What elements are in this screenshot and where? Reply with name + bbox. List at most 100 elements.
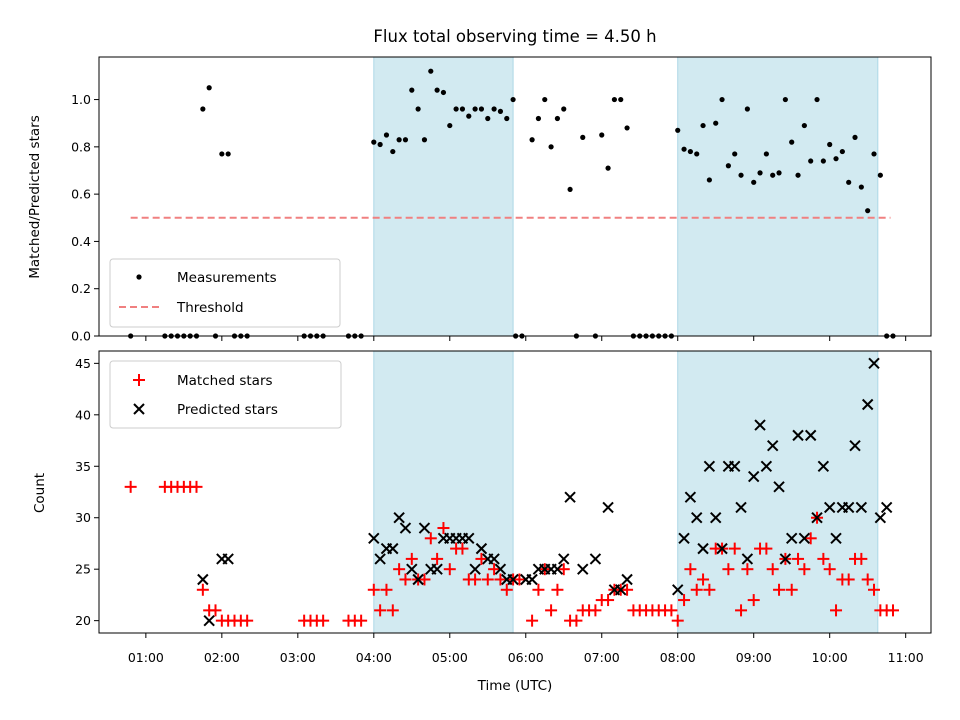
matched-star-point (868, 583, 881, 596)
matched-star-point (823, 563, 836, 576)
matched-star-point (367, 583, 380, 596)
bottom-shaded-spans (373, 350, 879, 634)
measurement-point (459, 106, 466, 112)
matched-star-point (475, 552, 488, 565)
measurement-point (491, 106, 497, 112)
predicted-star-point (577, 563, 589, 575)
measurement-point (865, 208, 871, 214)
matched-star-point (760, 542, 773, 555)
measurement-point (225, 151, 231, 157)
measurement-point (561, 106, 567, 112)
matched-star-point (798, 563, 811, 576)
matched-star-point (241, 614, 254, 627)
x-tick-label: 10:00 (812, 650, 848, 665)
measurement-point (700, 122, 706, 129)
matched-star-point (741, 563, 754, 576)
matched-star-point (861, 573, 874, 586)
predicted-star-point (621, 573, 633, 586)
legend-threshold-label: Threshold (176, 300, 244, 316)
matched-star-point (355, 614, 368, 627)
matched-star-point (443, 563, 456, 576)
matched-star-point (728, 542, 741, 555)
shaded-span (373, 350, 514, 634)
measurement-point (396, 137, 402, 143)
measurement-point (795, 172, 801, 178)
x-tick-label: 09:00 (736, 650, 772, 665)
matched-star-point (792, 552, 805, 565)
bottom-x-ticks: 01:00 02:00 03:00 04:00 05:00 06:00 07:00 08:00… (128, 633, 924, 665)
predicted-star-point (741, 553, 754, 565)
predicted-star-point (830, 532, 842, 545)
measurement-point (681, 146, 687, 152)
predicted-star-point (589, 553, 602, 565)
legend-matched-label: Matched stars (177, 373, 273, 389)
x-tick-label: 03:00 (280, 650, 316, 665)
measurement-point (497, 108, 504, 114)
top-legend: Measurements Threshold (109, 258, 341, 328)
matched-star-point (804, 532, 817, 545)
predicted-star-point (691, 512, 703, 524)
bottom-legend: Matched stars Predicted stars (109, 360, 342, 429)
predicted-star-point (855, 501, 868, 514)
matched-star-point (424, 532, 437, 545)
shaded-span (677, 350, 879, 634)
predicted-star-point (684, 491, 697, 503)
predicted-star-point (615, 584, 627, 596)
matched-star-point (393, 563, 406, 576)
measurement-point (719, 96, 725, 103)
y-tick-label: 30 (75, 510, 91, 525)
predicted-star-point (817, 460, 830, 472)
x-tick-label: 05:00 (432, 650, 468, 665)
predicted-star-point (880, 501, 893, 514)
predicted-star-point (222, 553, 234, 565)
top-y-axis-label: Matched/Predicted stars (27, 115, 43, 278)
predicted-star-point (526, 573, 538, 586)
measurement-point (789, 139, 795, 145)
predicted-star-point (697, 542, 709, 555)
predicted-star-point (754, 419, 766, 431)
predicted-star-point (399, 522, 412, 534)
predicted-star-point (766, 439, 779, 452)
matched-star-point (405, 552, 418, 565)
measurement-point (402, 137, 409, 143)
predicted-star-point (773, 481, 785, 493)
measurement-point (744, 106, 750, 112)
predicted-star-point (558, 553, 570, 565)
measurement-point (567, 186, 573, 193)
x-tick-label: 04:00 (356, 650, 392, 665)
x-tick-label: 06:00 (508, 650, 544, 665)
measurement-point (706, 177, 712, 183)
measurement-point (554, 115, 561, 122)
matched-star-point (690, 583, 703, 596)
measurement-point (763, 151, 769, 157)
matched-star-point (494, 573, 507, 586)
measurement-point (377, 141, 383, 148)
measurement-point (852, 134, 858, 140)
predicted-star-point (406, 563, 418, 575)
measurement-point (200, 106, 206, 112)
matched-star-point (684, 563, 697, 576)
predicted-star-point (861, 398, 874, 411)
matched-star-point (481, 573, 494, 586)
measurement-point (694, 151, 700, 157)
predicted-star-point (735, 501, 747, 514)
measurement-point (751, 179, 757, 185)
predicted-star-point (823, 501, 836, 514)
measurement-point (732, 151, 738, 157)
matched-star-point (671, 614, 684, 627)
measurement-point (478, 106, 485, 112)
x-tick-label: 11:00 (888, 650, 924, 665)
measurement-point (770, 172, 776, 178)
matched-star-point (374, 604, 387, 617)
y-tick-label: 40 (75, 407, 91, 422)
measurement-point (409, 87, 415, 93)
measurement-point (428, 68, 434, 74)
bottom-y-ticks: 20 25 30 35 40 45 (75, 356, 99, 628)
matched-star-point (545, 604, 558, 617)
matched-star-point (190, 480, 203, 493)
measurement-point (415, 106, 421, 112)
matched-star-point (317, 614, 330, 627)
x-tick-label: 08:00 (660, 650, 696, 665)
measurement-point (808, 158, 814, 164)
matched-star-point (209, 604, 222, 617)
